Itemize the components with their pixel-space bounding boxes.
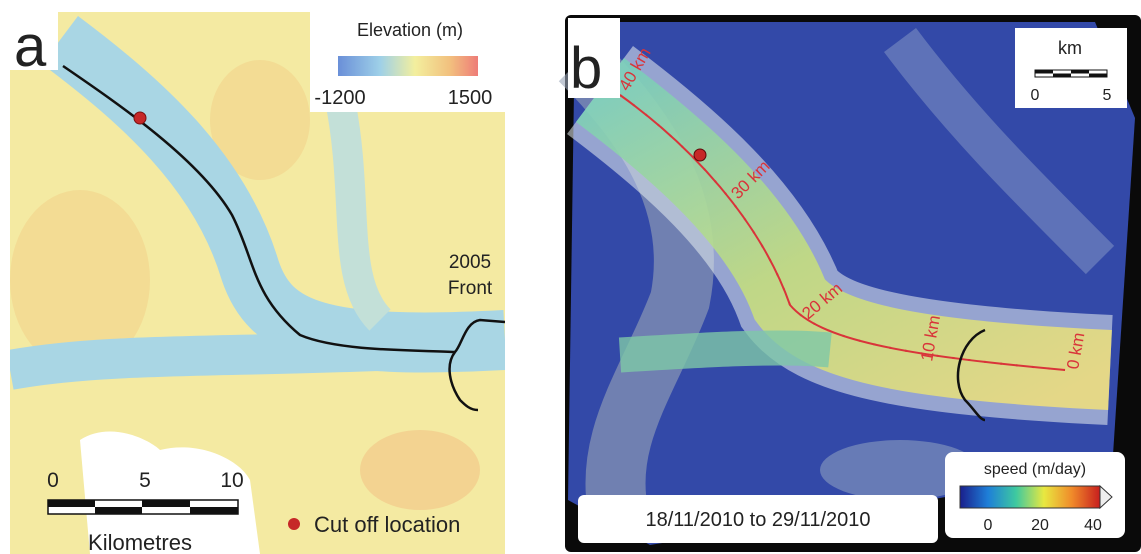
scale-unit: Kilometres xyxy=(88,530,192,554)
scale-unit: km xyxy=(1058,38,1082,58)
figure: a Elevation (m) -1200 1500 2005 Front 0 … xyxy=(0,0,1141,554)
colorbar-label: 1500 xyxy=(448,87,493,109)
colorbar-label: -1200 xyxy=(314,87,365,109)
page: {"panel_a": {"label": "a", "legend": {"t… xyxy=(0,0,1141,554)
legend-marker xyxy=(288,518,300,530)
terrain xyxy=(360,430,480,510)
marker-legend: Cut off location xyxy=(314,512,460,537)
glacier-speed xyxy=(620,348,830,355)
cut-off-marker xyxy=(134,112,146,124)
colorbar-title: speed (m/day) xyxy=(984,461,1086,478)
scale-tick: 5 xyxy=(139,469,151,492)
scale-bar xyxy=(1035,70,1107,77)
legend-title: Elevation (m) xyxy=(357,20,463,40)
front-label: 2005 xyxy=(449,252,491,273)
colorbar xyxy=(960,486,1100,508)
colorbar xyxy=(338,56,478,76)
scale-tick: 5 xyxy=(1103,87,1112,104)
cut-off-marker xyxy=(694,149,706,161)
date-range: 18/11/2010 to 29/11/2010 xyxy=(645,509,870,531)
front-label: Front xyxy=(448,278,493,299)
valley xyxy=(10,345,505,370)
panel-label: b xyxy=(570,36,602,101)
scale-bar xyxy=(48,500,238,514)
colorbar-tick: 0 xyxy=(984,517,993,534)
panel-label: a xyxy=(14,14,47,79)
colorbar-tick: 20 xyxy=(1031,517,1049,534)
scale-tick: 0 xyxy=(1031,87,1040,104)
colorbar-tick: 40 xyxy=(1084,517,1102,534)
scale-tick: 0 xyxy=(47,469,59,492)
scale-tick: 10 xyxy=(220,469,243,492)
